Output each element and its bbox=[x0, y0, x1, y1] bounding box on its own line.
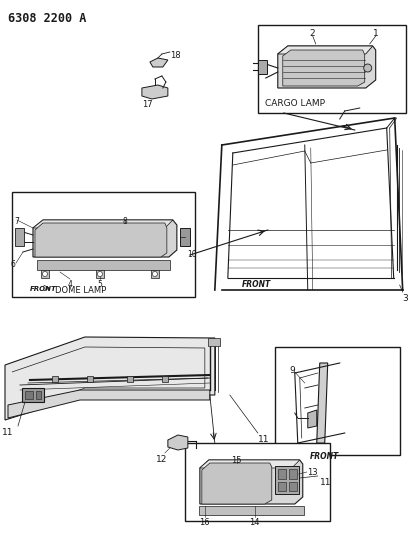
Polygon shape bbox=[282, 50, 364, 86]
Text: DOME LAMP: DOME LAMP bbox=[55, 286, 106, 295]
Bar bbox=[198, 506, 303, 515]
Bar bbox=[184, 443, 329, 521]
Text: 8: 8 bbox=[122, 217, 127, 226]
Text: 18: 18 bbox=[169, 51, 180, 60]
Polygon shape bbox=[33, 220, 176, 257]
Text: 2: 2 bbox=[308, 29, 314, 38]
Circle shape bbox=[43, 271, 47, 277]
Bar bbox=[257, 25, 405, 113]
Bar bbox=[127, 376, 133, 382]
Text: CARGO LAMP: CARGO LAMP bbox=[264, 99, 324, 108]
Polygon shape bbox=[5, 337, 214, 420]
Text: 16: 16 bbox=[199, 518, 210, 527]
Text: 6308 2200 A: 6308 2200 A bbox=[8, 12, 86, 25]
Text: 4: 4 bbox=[67, 280, 72, 289]
Bar bbox=[162, 376, 167, 382]
Text: 5: 5 bbox=[97, 280, 102, 289]
Text: FRONT: FRONT bbox=[30, 286, 56, 292]
Text: 6: 6 bbox=[11, 260, 16, 269]
Text: FRONT: FRONT bbox=[309, 452, 338, 461]
Circle shape bbox=[97, 271, 102, 277]
Bar bbox=[207, 338, 219, 346]
Bar bbox=[41, 270, 49, 278]
Bar bbox=[22, 388, 44, 402]
Polygon shape bbox=[316, 363, 327, 443]
Polygon shape bbox=[277, 46, 372, 54]
Polygon shape bbox=[199, 460, 299, 468]
Text: 11: 11 bbox=[2, 428, 14, 437]
Text: 7: 7 bbox=[14, 217, 19, 226]
Polygon shape bbox=[167, 435, 187, 450]
Polygon shape bbox=[150, 58, 167, 67]
Polygon shape bbox=[201, 463, 271, 504]
Text: 11: 11 bbox=[257, 435, 269, 444]
Bar bbox=[274, 347, 399, 455]
Text: 3: 3 bbox=[402, 294, 407, 303]
Polygon shape bbox=[35, 223, 166, 257]
Bar bbox=[96, 270, 103, 278]
Polygon shape bbox=[33, 220, 173, 228]
Bar bbox=[277, 469, 285, 479]
Bar bbox=[12, 192, 194, 297]
Bar bbox=[25, 391, 33, 399]
Text: 10: 10 bbox=[187, 250, 196, 259]
Polygon shape bbox=[277, 46, 375, 88]
Bar bbox=[274, 466, 298, 494]
Bar bbox=[288, 482, 296, 491]
Text: 11: 11 bbox=[319, 478, 330, 487]
Text: 9: 9 bbox=[288, 366, 294, 375]
Text: 12: 12 bbox=[156, 455, 167, 464]
Bar bbox=[180, 228, 189, 246]
Circle shape bbox=[363, 64, 371, 72]
Polygon shape bbox=[37, 260, 169, 270]
Text: 1: 1 bbox=[372, 29, 378, 38]
Bar bbox=[87, 376, 93, 382]
Text: 14: 14 bbox=[249, 518, 259, 527]
Bar bbox=[288, 469, 296, 479]
Bar bbox=[257, 60, 266, 74]
Polygon shape bbox=[142, 85, 167, 99]
Polygon shape bbox=[199, 460, 302, 504]
Text: 15: 15 bbox=[231, 456, 241, 465]
Text: 17: 17 bbox=[142, 100, 153, 109]
Bar bbox=[15, 228, 24, 246]
Bar bbox=[52, 376, 58, 382]
Polygon shape bbox=[307, 410, 316, 428]
Circle shape bbox=[152, 271, 157, 277]
Bar bbox=[36, 391, 41, 399]
Bar bbox=[151, 270, 158, 278]
Polygon shape bbox=[8, 390, 209, 418]
Text: FRONT: FRONT bbox=[241, 280, 270, 289]
Bar bbox=[277, 482, 285, 491]
Text: 13: 13 bbox=[306, 468, 317, 477]
